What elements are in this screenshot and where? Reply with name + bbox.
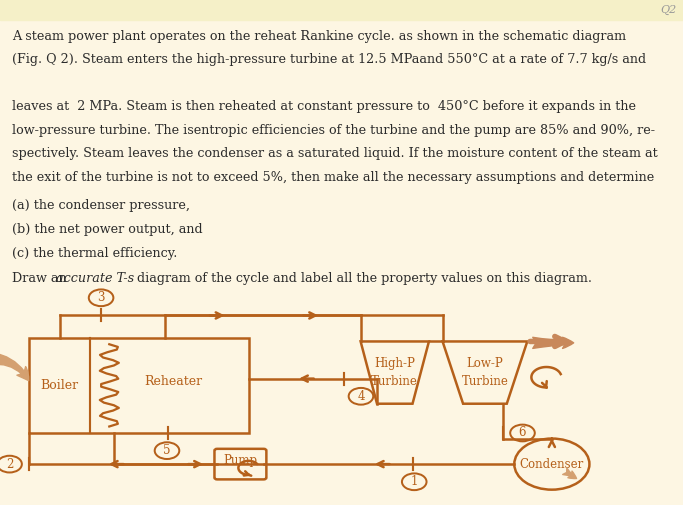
Bar	[0, 0, 683, 20]
Text: (b) the net power output, and: (b) the net power output, and	[12, 223, 203, 236]
Text: High-P: High-P	[374, 357, 415, 370]
Text: 2: 2	[6, 458, 13, 471]
Text: Boiler: Boiler	[40, 379, 79, 392]
Text: (Fig. Q 2). Steam enters the high-pressure turbine at 12.5 MPaand 550°C at a rat: (Fig. Q 2). Steam enters the high-pressu…	[12, 53, 646, 66]
Text: Turbine: Turbine	[372, 375, 418, 388]
Bar	[29, 338, 249, 433]
Text: leaves at  2 MPa. Steam is then reheated at constant pressure to  450°C before i: leaves at 2 MPa. Steam is then reheated …	[12, 100, 637, 113]
Text: the exit of the turbine is not to exceed 5%, then make all the necessary assumpt: the exit of the turbine is not to exceed…	[12, 171, 654, 183]
Text: Pump: Pump	[223, 454, 257, 467]
Text: 5: 5	[163, 444, 171, 457]
Text: accurate T-s: accurate T-s	[56, 272, 134, 285]
Text: Draw an: Draw an	[12, 272, 71, 285]
Text: Reheater: Reheater	[144, 375, 202, 388]
Text: 1: 1	[410, 475, 418, 488]
Text: Condenser: Condenser	[520, 458, 584, 471]
Text: Q2: Q2	[660, 5, 676, 15]
Text: Low-P: Low-P	[466, 357, 503, 370]
Text: diagram of the cycle and label all the property values on this diagram.: diagram of the cycle and label all the p…	[133, 272, 592, 285]
Text: A steam power plant operates on the reheat Rankine cycle. as shown in the schema: A steam power plant operates on the rehe…	[12, 30, 626, 43]
Text: Turbine: Turbine	[462, 375, 508, 388]
Text: 3: 3	[98, 291, 104, 305]
Text: (c) the thermal efficiency.: (c) the thermal efficiency.	[12, 247, 178, 261]
Text: 4: 4	[357, 390, 365, 403]
Text: spectively. Steam leaves the condenser as a saturated liquid. If the moisture co: spectively. Steam leaves the condenser a…	[12, 147, 658, 160]
Text: low-pressure turbine. The isentropic efficiencies of the turbine and the pump ar: low-pressure turbine. The isentropic eff…	[12, 124, 655, 136]
Text: (a) the condenser pressure,: (a) the condenser pressure,	[12, 199, 191, 213]
Text: 6: 6	[519, 427, 526, 439]
